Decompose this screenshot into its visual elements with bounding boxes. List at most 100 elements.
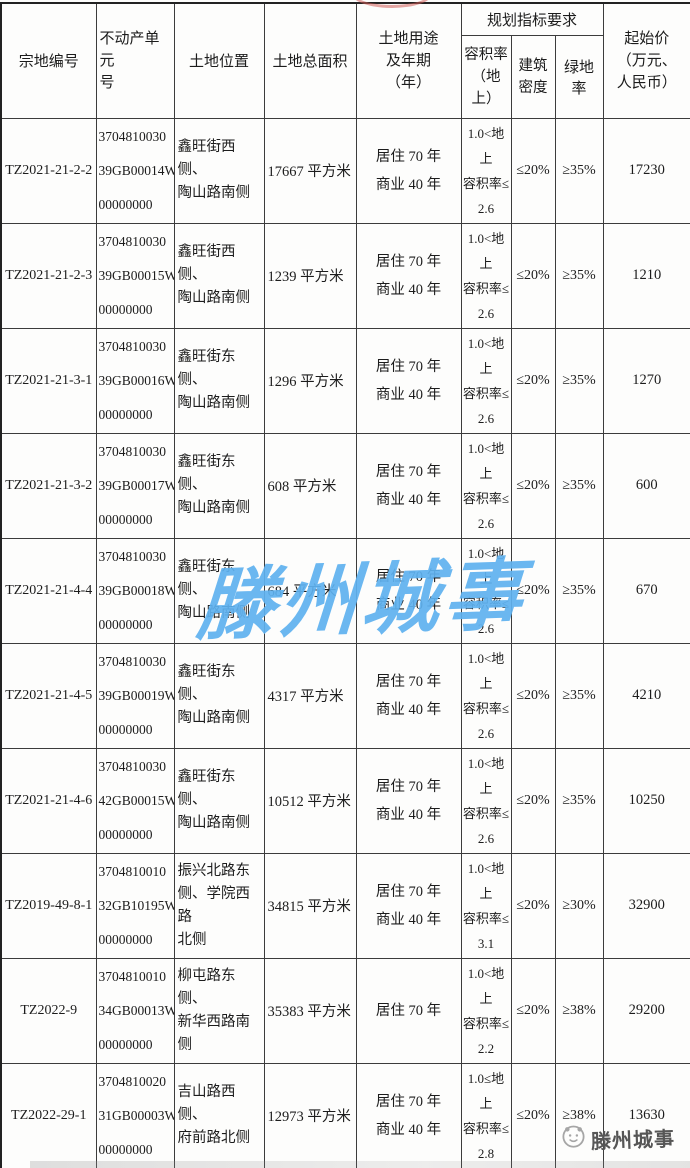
cell-parcel-number: TZ2021-21-3-2 — [0, 432, 97, 539]
cell-land-use-term: 居住 70 年 商业 40 年 — [355, 222, 462, 329]
cell-total-area: 1239 平方米 — [263, 222, 357, 329]
cell-land-use-term: 居住 70 年 — [355, 957, 462, 1064]
cell-parcel-number: TZ2019-49-8-1 — [0, 852, 97, 959]
table-row: TZ2021-21-4-4 3704810030 39GB00018W 0000… — [0, 537, 690, 644]
cell-parcel-number: TZ2021-21-4-4 — [0, 537, 97, 644]
cell-green-ratio: ≥35% — [554, 222, 604, 329]
cell-floor-area-ratio: 1.0<地上 容积率≤ 2.6 — [460, 642, 512, 749]
cell-total-area: 608 平方米 — [263, 432, 357, 539]
header-real-estate-unit: 不动产单元 号 — [95, 2, 175, 119]
cell-real-estate-unit: 3704810010 34GB00013W 00000000 — [95, 957, 175, 1064]
cell-land-use-term: 居住 70 年 商业 40 年 — [355, 537, 462, 644]
cell-starting-price: 600 — [602, 432, 690, 539]
cell-real-estate-unit: 3704810030 42GB00015W 00000000 — [95, 747, 175, 854]
header-total-area: 土地总面积 — [263, 2, 357, 119]
cell-total-area: 10512 平方米 — [263, 747, 357, 854]
table-body: TZ2021-21-2-2 3704810030 39GB00014W 0000… — [0, 117, 690, 1168]
table-row: TZ2019-49-8-1 3704810010 32GB10195W 0000… — [0, 852, 690, 959]
cell-land-use-term: 居住 70 年 商业 40 年 — [355, 852, 462, 959]
cell-land-location: 鑫旺街东侧、 陶山路南侧 — [173, 537, 265, 644]
cell-real-estate-unit: 3704810030 39GB00015W 00000000 — [95, 222, 175, 329]
cell-land-location: 鑫旺街西侧、 陶山路南侧 — [173, 222, 265, 329]
cell-building-density: ≤20% — [510, 642, 556, 749]
cell-land-location: 鑫旺街东侧、 陶山路南侧 — [173, 642, 265, 749]
mascot-logo-icon — [560, 1122, 587, 1154]
cell-floor-area-ratio: 1.0<地上 容积率≤ 3.1 — [460, 852, 512, 959]
cell-total-area: 34815 平方米 — [263, 852, 357, 959]
table-row: TZ2021-21-2-3 3704810030 39GB00015W 0000… — [0, 222, 690, 329]
table-row: TZ2021-21-3-2 3704810030 39GB00017W 0000… — [0, 432, 690, 539]
table-header: 宗地编号 不动产单元 号 土地位置 土地总面积 土地用途 及年期 （年） 规划指… — [0, 2, 690, 119]
cell-building-density: ≤20% — [510, 117, 556, 224]
cell-land-use-term: 居住 70 年 商业 40 年 — [355, 327, 462, 434]
cell-floor-area-ratio: 1.0<地上 容积率≤ 2.6 — [460, 747, 512, 854]
cell-land-use-term: 居住 70 年 商业 40 年 — [355, 117, 462, 224]
publisher-logo-label: 滕州城事 — [590, 1128, 676, 1153]
cell-parcel-number: TZ2021-21-3-1 — [0, 327, 97, 434]
cell-floor-area-ratio: 1.0<地上 容积率≤ 2.6 — [460, 537, 512, 644]
cell-starting-price: 13630 — [602, 1062, 690, 1168]
cell-land-use-term: 居住 70 年 商业 40 年 — [355, 1062, 462, 1168]
cell-real-estate-unit: 3704810010 32GB10195W 00000000 — [95, 852, 175, 959]
cell-building-density: ≤20% — [510, 327, 556, 434]
cell-total-area: 684 平方米 — [263, 537, 357, 644]
cell-green-ratio: ≥38% — [554, 1062, 604, 1168]
cell-real-estate-unit: 3704810030 39GB00018W 00000000 — [95, 537, 175, 644]
cell-starting-price: 32900 — [602, 852, 690, 959]
cell-parcel-number: TZ2021-21-4-6 — [0, 747, 97, 854]
cell-green-ratio: ≥38% — [554, 957, 604, 1064]
cell-land-location: 振兴北路东 侧、学院西路 北侧 — [173, 852, 265, 959]
cell-starting-price: 1210 — [602, 222, 690, 329]
cell-green-ratio: ≥35% — [554, 327, 604, 434]
cell-land-location: 鑫旺街西侧、 陶山路南侧 — [173, 117, 265, 224]
cell-building-density: ≤20% — [510, 1062, 556, 1168]
cell-floor-area-ratio: 1.0<地上 容积率≤ 2.6 — [460, 222, 512, 329]
cell-starting-price: 1270 — [602, 327, 690, 434]
cell-real-estate-unit: 3704810020 31GB00003W 00000000 — [95, 1062, 175, 1168]
table-row: TZ2022-29-1 3704810020 31GB00003W 000000… — [0, 1062, 690, 1168]
cell-total-area: 4317 平方米 — [263, 642, 357, 749]
cell-floor-area-ratio: 1.0<地上 容积率≤ 2.6 — [460, 117, 512, 224]
table-row: TZ2021-21-4-5 3704810030 39GB00019W 0000… — [0, 642, 690, 749]
header-green-ratio: 绿地率 — [554, 34, 604, 119]
table-row: TZ2021-21-3-1 3704810030 39GB00016W 0000… — [0, 327, 690, 434]
header-floor-area-ratio: 容积率 （地上） — [460, 34, 512, 119]
cell-building-density: ≤20% — [510, 747, 556, 854]
cell-real-estate-unit: 3704810030 39GB00014W 00000000 — [95, 117, 175, 224]
cell-building-density: ≤20% — [510, 957, 556, 1064]
cell-real-estate-unit: 3704810030 39GB00017W 00000000 — [95, 432, 175, 539]
publisher-logo: 滕州城事 — [560, 1122, 675, 1154]
cell-starting-price: 4210 — [602, 642, 690, 749]
header-land-use-term: 土地用途 及年期 （年） — [355, 2, 462, 119]
cell-floor-area-ratio: 1.0<地上 容积率≤ 2.6 — [460, 327, 512, 434]
table-row: TZ2021-21-4-6 3704810030 42GB00015W 0000… — [0, 747, 690, 854]
table-row: TZ2022-9 3704810010 34GB00013W 00000000 … — [0, 957, 690, 1064]
cell-floor-area-ratio: 1.0<地上 容积率≤ 2.6 — [460, 432, 512, 539]
cell-building-density: ≤20% — [510, 432, 556, 539]
cell-real-estate-unit: 3704810030 39GB00016W 00000000 — [95, 327, 175, 434]
cell-parcel-number: TZ2021-21-4-5 — [0, 642, 97, 749]
cell-land-location: 鑫旺街东侧、 陶山路南侧 — [173, 747, 265, 854]
cell-land-location: 鑫旺街东侧、 陶山路南侧 — [173, 432, 265, 539]
cell-floor-area-ratio: 1.0<地上 容积率≤ 2.2 — [460, 957, 512, 1064]
cell-parcel-number: TZ2021-21-2-2 — [0, 117, 97, 224]
cell-building-density: ≤20% — [510, 537, 556, 644]
cell-land-location: 柳屯路东侧、 新华西路南 侧 — [173, 957, 265, 1064]
cell-building-density: ≤20% — [510, 222, 556, 329]
cell-green-ratio: ≥35% — [554, 117, 604, 224]
header-building-density: 建筑 密度 — [510, 34, 556, 119]
cell-green-ratio: ≥35% — [554, 747, 604, 854]
cell-land-location: 鑫旺街东侧、 陶山路南侧 — [173, 327, 265, 434]
cell-green-ratio: ≥35% — [554, 537, 604, 644]
cell-total-area: 1296 平方米 — [263, 327, 357, 434]
cell-land-use-term: 居住 70 年 商业 40 年 — [355, 432, 462, 539]
cell-land-use-term: 居住 70 年 商业 40 年 — [355, 747, 462, 854]
cell-starting-price: 29200 — [602, 957, 690, 1064]
cell-green-ratio: ≥30% — [554, 852, 604, 959]
cell-total-area: 17667 平方米 — [263, 117, 357, 224]
cell-parcel-number: TZ2021-21-2-3 — [0, 222, 97, 329]
header-starting-price: 起始价 （万元、 人民币） — [602, 2, 690, 119]
cell-starting-price: 10250 — [602, 747, 690, 854]
